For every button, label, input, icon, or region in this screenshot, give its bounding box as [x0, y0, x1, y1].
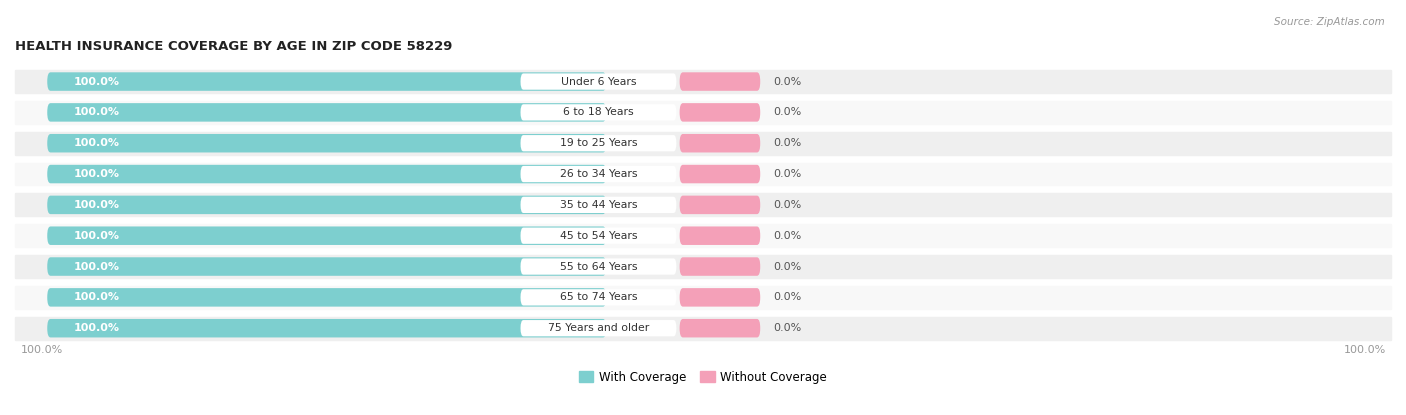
FancyBboxPatch shape [48, 195, 606, 214]
Bar [15, 224, 1391, 247]
Text: 0.0%: 0.0% [773, 323, 801, 333]
Bar [15, 101, 1391, 124]
Text: 0.0%: 0.0% [773, 76, 801, 87]
Bar [15, 317, 1391, 339]
Text: 100.0%: 100.0% [75, 200, 120, 210]
FancyBboxPatch shape [679, 257, 761, 276]
Text: 35 to 44 Years: 35 to 44 Years [560, 200, 637, 210]
Text: 0.0%: 0.0% [773, 231, 801, 241]
Legend: With Coverage, Without Coverage: With Coverage, Without Coverage [574, 366, 832, 388]
Text: 0.0%: 0.0% [773, 200, 801, 210]
Text: HEALTH INSURANCE COVERAGE BY AGE IN ZIP CODE 58229: HEALTH INSURANCE COVERAGE BY AGE IN ZIP … [15, 40, 453, 53]
Text: 65 to 74 Years: 65 to 74 Years [560, 293, 637, 303]
FancyBboxPatch shape [679, 72, 761, 91]
FancyBboxPatch shape [48, 134, 606, 152]
Text: 55 to 64 Years: 55 to 64 Years [560, 261, 637, 271]
Text: 19 to 25 Years: 19 to 25 Years [560, 138, 637, 148]
Text: 75 Years and older: 75 Years and older [548, 323, 650, 333]
Text: 100.0%: 100.0% [1343, 345, 1386, 355]
Text: Source: ZipAtlas.com: Source: ZipAtlas.com [1274, 17, 1385, 27]
FancyBboxPatch shape [679, 288, 761, 307]
Text: 0.0%: 0.0% [773, 293, 801, 303]
Text: 100.0%: 100.0% [75, 169, 120, 179]
FancyBboxPatch shape [520, 104, 676, 120]
Text: 100.0%: 100.0% [75, 323, 120, 333]
FancyBboxPatch shape [679, 319, 761, 337]
Text: Under 6 Years: Under 6 Years [561, 76, 636, 87]
Text: 100.0%: 100.0% [75, 231, 120, 241]
Bar [15, 132, 1391, 155]
Text: 0.0%: 0.0% [773, 261, 801, 271]
Text: 6 to 18 Years: 6 to 18 Years [564, 107, 634, 117]
FancyBboxPatch shape [48, 72, 606, 91]
Text: 100.0%: 100.0% [75, 261, 120, 271]
FancyBboxPatch shape [48, 165, 606, 183]
FancyBboxPatch shape [679, 165, 761, 183]
FancyBboxPatch shape [520, 166, 676, 182]
Text: 45 to 54 Years: 45 to 54 Years [560, 231, 637, 241]
Bar [15, 286, 1391, 309]
FancyBboxPatch shape [48, 319, 606, 337]
FancyBboxPatch shape [679, 195, 761, 214]
FancyBboxPatch shape [520, 73, 676, 90]
FancyBboxPatch shape [679, 134, 761, 152]
FancyBboxPatch shape [48, 103, 606, 122]
Bar [15, 255, 1391, 278]
FancyBboxPatch shape [520, 259, 676, 275]
Bar [15, 163, 1391, 186]
FancyBboxPatch shape [520, 197, 676, 213]
FancyBboxPatch shape [679, 227, 761, 245]
Text: 26 to 34 Years: 26 to 34 Years [560, 169, 637, 179]
FancyBboxPatch shape [679, 103, 761, 122]
Bar [15, 70, 1391, 93]
Text: 100.0%: 100.0% [75, 293, 120, 303]
FancyBboxPatch shape [520, 320, 676, 336]
FancyBboxPatch shape [48, 227, 606, 245]
FancyBboxPatch shape [520, 289, 676, 305]
FancyBboxPatch shape [520, 227, 676, 244]
Text: 0.0%: 0.0% [773, 138, 801, 148]
Text: 100.0%: 100.0% [20, 345, 63, 355]
Text: 0.0%: 0.0% [773, 107, 801, 117]
Bar [15, 193, 1391, 216]
FancyBboxPatch shape [520, 135, 676, 151]
FancyBboxPatch shape [48, 257, 606, 276]
Text: 100.0%: 100.0% [75, 76, 120, 87]
Text: 0.0%: 0.0% [773, 169, 801, 179]
Text: 100.0%: 100.0% [75, 107, 120, 117]
Text: 100.0%: 100.0% [75, 138, 120, 148]
FancyBboxPatch shape [48, 288, 606, 307]
